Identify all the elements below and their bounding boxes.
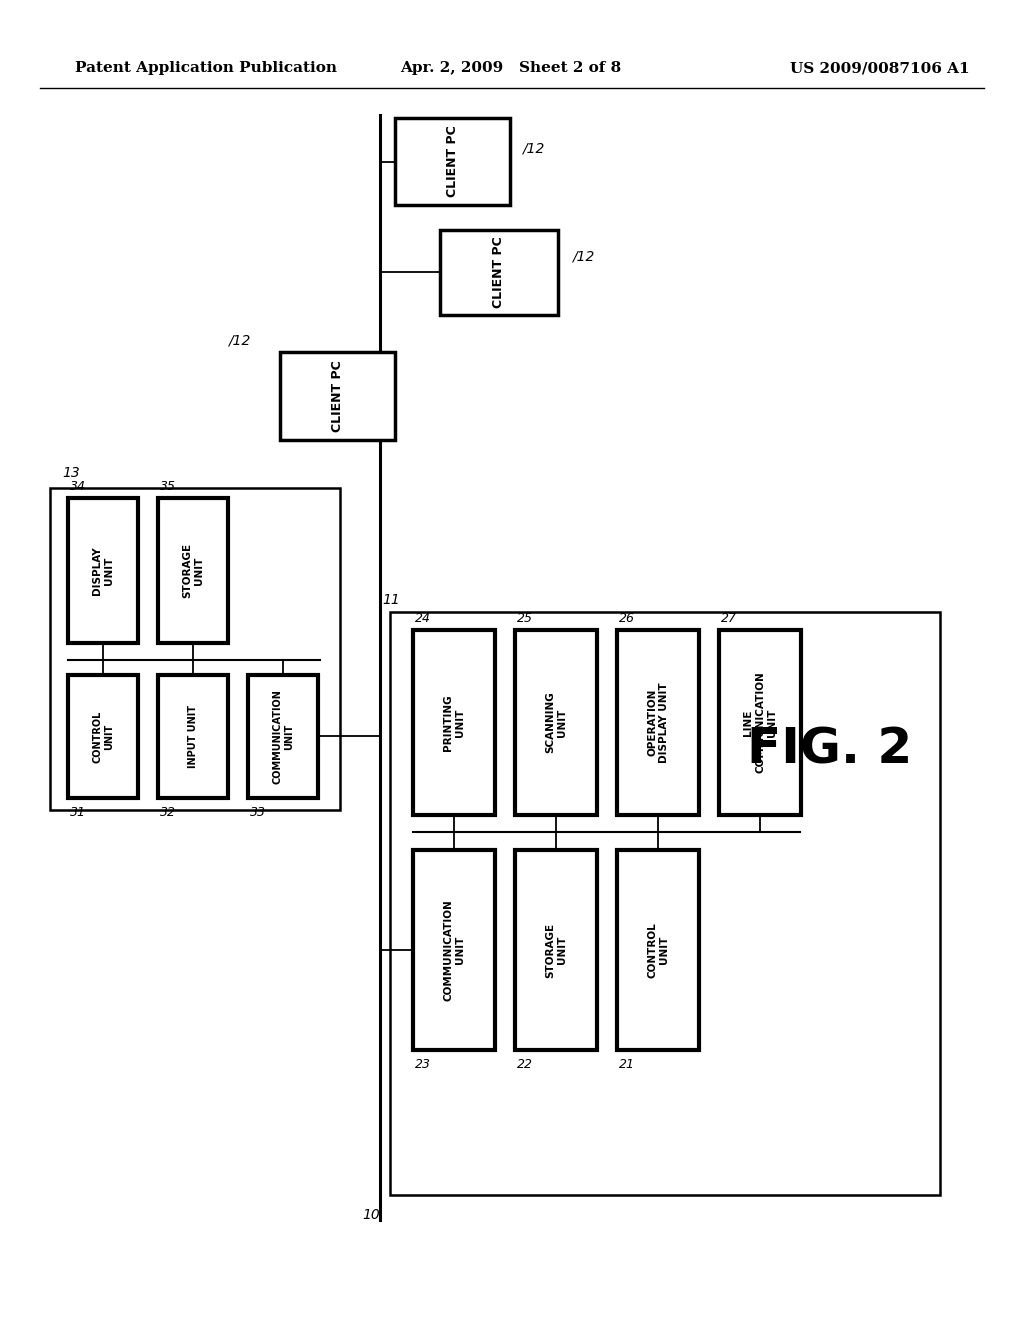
Bar [617,630,699,814]
Text: CLIENT PC: CLIENT PC [493,236,506,309]
Bar [395,117,510,205]
Bar [158,498,228,643]
Text: 24: 24 [415,612,431,624]
Text: /12: /12 [228,333,251,347]
Text: STORAGE
UNIT: STORAGE UNIT [182,543,204,598]
Text: CLIENT PC: CLIENT PC [446,125,459,198]
Text: 31: 31 [70,805,86,818]
Bar [413,630,495,814]
Text: PRINTING
UNIT: PRINTING UNIT [443,694,465,751]
Text: 10: 10 [362,1208,380,1222]
Text: CLIENT PC: CLIENT PC [331,360,344,432]
Text: /12: /12 [572,249,594,264]
Text: DISPLAY
UNIT: DISPLAY UNIT [92,546,114,595]
Text: Patent Application Publication: Patent Application Publication [75,61,337,75]
Text: 32: 32 [160,805,176,818]
Text: COMMUNICATION
UNIT: COMMUNICATION UNIT [443,899,465,1001]
Text: 34: 34 [70,480,86,492]
Text: 22: 22 [517,1057,534,1071]
Bar [440,230,558,315]
Bar [68,498,138,643]
Text: /12: /12 [522,141,545,154]
Bar [248,675,318,799]
Text: 21: 21 [618,1057,635,1071]
Text: Apr. 2, 2009   Sheet 2 of 8: Apr. 2, 2009 Sheet 2 of 8 [400,61,622,75]
Bar [50,488,340,810]
Text: INPUT UNIT: INPUT UNIT [188,705,198,768]
Bar [719,630,801,814]
Text: OPERATION
DISPLAY UNIT: OPERATION DISPLAY UNIT [647,682,669,763]
Text: 23: 23 [415,1057,431,1071]
Bar [515,630,597,814]
Bar [515,850,597,1049]
Bar [390,612,940,1195]
Text: STORAGE
UNIT: STORAGE UNIT [545,923,567,978]
Text: 27: 27 [721,612,737,624]
Text: COMMUNICATION
UNIT: COMMUNICATION UNIT [272,689,294,784]
Text: 25: 25 [517,612,534,624]
Text: CONTROL
UNIT: CONTROL UNIT [647,923,669,978]
Bar [617,850,699,1049]
Bar [280,352,395,440]
Text: 26: 26 [618,612,635,624]
Bar [158,675,228,799]
Text: US 2009/0087106 A1: US 2009/0087106 A1 [790,61,970,75]
Text: SCANNING
UNIT: SCANNING UNIT [545,692,567,754]
Text: 35: 35 [160,480,176,492]
Bar [68,675,138,799]
Text: 33: 33 [250,805,266,818]
Text: LINE
COMMUNICATION
UNIT: LINE COMMUNICATION UNIT [743,672,776,774]
Text: FIG. 2: FIG. 2 [748,726,912,774]
Text: 11: 11 [382,593,399,607]
Text: 13: 13 [62,466,80,480]
Text: CONTROL
UNIT: CONTROL UNIT [92,710,114,763]
Bar [413,850,495,1049]
